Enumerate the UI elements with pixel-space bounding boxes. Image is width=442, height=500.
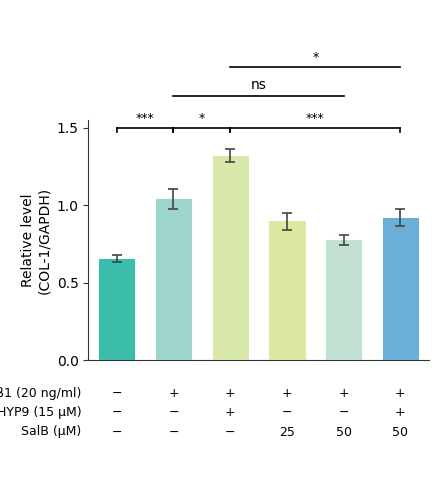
- Text: −: −: [111, 406, 122, 420]
- Y-axis label: Relative level
(COL-1/GAPDH): Relative level (COL-1/GAPDH): [21, 186, 51, 294]
- Text: −: −: [168, 406, 179, 420]
- Bar: [269, 222, 305, 360]
- Bar: [383, 218, 418, 360]
- Text: SalB (μM): SalB (μM): [21, 426, 82, 438]
- Bar: [213, 156, 248, 360]
- Text: +: +: [395, 387, 406, 400]
- Text: ***: ***: [136, 112, 155, 126]
- Text: +: +: [225, 406, 236, 420]
- Text: −: −: [225, 426, 236, 438]
- Text: −: −: [168, 426, 179, 438]
- Text: *: *: [312, 50, 318, 64]
- Text: +: +: [168, 387, 179, 400]
- Text: +: +: [395, 406, 406, 420]
- Text: 50: 50: [392, 426, 408, 438]
- Text: ns: ns: [251, 78, 267, 92]
- Text: +: +: [338, 387, 349, 400]
- Text: TGF-β1 (20 ng/ml): TGF-β1 (20 ng/ml): [0, 387, 82, 400]
- Text: +: +: [225, 387, 236, 400]
- Bar: [99, 258, 134, 360]
- Text: −: −: [282, 406, 292, 420]
- Text: −: −: [339, 406, 349, 420]
- Text: *: *: [199, 112, 205, 126]
- Bar: [326, 240, 361, 360]
- Text: ***: ***: [306, 112, 325, 126]
- Text: −: −: [111, 426, 122, 438]
- Text: +: +: [282, 387, 292, 400]
- Bar: [156, 199, 191, 360]
- Text: HYP9 (15 μM): HYP9 (15 μM): [0, 406, 82, 420]
- Text: 50: 50: [335, 426, 352, 438]
- Text: 25: 25: [279, 426, 295, 438]
- Text: −: −: [111, 387, 122, 400]
